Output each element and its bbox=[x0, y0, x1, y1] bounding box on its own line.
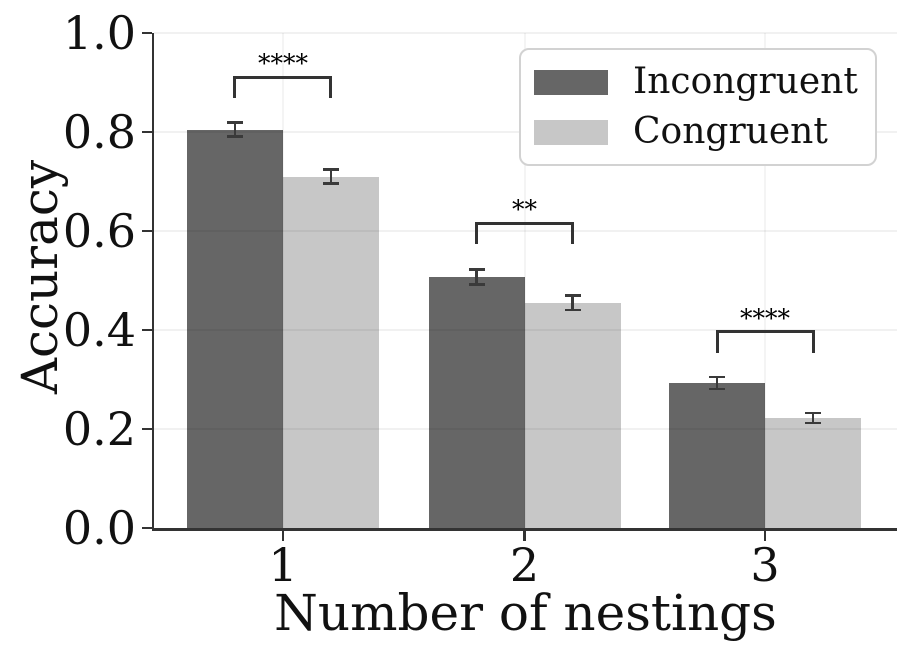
significance-bracket bbox=[475, 221, 575, 225]
error-bar bbox=[811, 413, 815, 424]
significance-bracket bbox=[233, 75, 333, 79]
legend-label-incongruent: Incongruent bbox=[633, 61, 858, 102]
y-axis-label: Accuracy bbox=[11, 159, 69, 395]
legend-item-congruent: Congruent bbox=[521, 114, 875, 150]
error-bar-cap bbox=[226, 121, 243, 124]
legend-item-incongruent: Incongruent bbox=[521, 64, 875, 100]
gridline-vertical bbox=[281, 33, 284, 528]
significance-bracket-arm bbox=[233, 75, 237, 99]
x-axis-label: Number of nestings bbox=[274, 584, 777, 642]
y-tick-label: 0.4 bbox=[62, 303, 136, 357]
x-tick-label: 2 bbox=[509, 538, 540, 592]
gridline-horizontal bbox=[154, 428, 897, 430]
y-tick-mark bbox=[141, 31, 152, 35]
error-bar-cap bbox=[564, 308, 581, 312]
error-bar-cap bbox=[805, 421, 822, 425]
significance-label: **** bbox=[740, 303, 791, 333]
error-bar-cap bbox=[322, 182, 339, 185]
gridline-horizontal bbox=[154, 230, 897, 232]
y-tick-mark bbox=[141, 328, 152, 332]
error-bar bbox=[475, 269, 478, 285]
bar-congruent-3 bbox=[765, 418, 862, 528]
bar-incongruent-2 bbox=[428, 277, 525, 528]
y-tick-mark bbox=[141, 427, 152, 431]
bar-incongruent-3 bbox=[669, 382, 766, 528]
significance-label: ** bbox=[512, 195, 538, 225]
significance-bracket-arm bbox=[715, 330, 719, 354]
error-bar bbox=[715, 377, 719, 389]
error-bar-cap bbox=[709, 375, 726, 379]
legend-swatch-congruent bbox=[534, 119, 608, 145]
legend: Incongruent Congruent bbox=[519, 48, 877, 166]
significance-label: **** bbox=[257, 49, 308, 79]
error-bar-cap bbox=[322, 168, 339, 171]
x-tick-label: 3 bbox=[750, 538, 780, 592]
bar-incongruent-1 bbox=[186, 129, 283, 528]
error-bar-cap bbox=[564, 294, 581, 297]
y-tick-label: 0.0 bbox=[62, 501, 136, 555]
error-bar-cap bbox=[468, 268, 485, 271]
error-bar-cap bbox=[468, 283, 485, 286]
y-tick-mark bbox=[141, 526, 152, 530]
y-tick-mark bbox=[141, 229, 152, 233]
error-bar-cap bbox=[805, 411, 822, 415]
gridline-horizontal bbox=[154, 32, 897, 34]
error-bar-cap bbox=[226, 135, 243, 138]
significance-bracket-arm bbox=[811, 330, 815, 354]
gridline-vertical bbox=[764, 33, 767, 528]
x-tick-mark bbox=[523, 531, 526, 541]
x-tick-mark bbox=[763, 531, 767, 541]
y-tick-label: 0.6 bbox=[62, 204, 136, 258]
error-bar-cap bbox=[709, 387, 726, 391]
significance-bracket-arm bbox=[329, 75, 333, 99]
y-tick-label: 0.8 bbox=[62, 105, 136, 159]
significance-bracket-arm bbox=[571, 221, 575, 245]
significance-bracket-arm bbox=[475, 221, 479, 245]
x-tick-mark bbox=[281, 531, 285, 541]
y-tick-label: 0.2 bbox=[62, 402, 136, 456]
error-bar bbox=[329, 169, 333, 184]
gridline-horizontal bbox=[154, 329, 897, 331]
legend-swatch-incongruent bbox=[534, 69, 608, 95]
x-tick-label: 1 bbox=[268, 538, 298, 592]
error-bar bbox=[571, 295, 574, 311]
bar-congruent-2 bbox=[524, 302, 621, 528]
y-tick-mark bbox=[141, 130, 152, 134]
plot-area: Number of nestings 0.0 0.2 0.4 0.6 0.8 1.0 1 2 3… bbox=[63, 10, 897, 638]
legend-label-congruent: Congruent bbox=[633, 111, 828, 152]
significance-bracket bbox=[715, 330, 815, 334]
bar-congruent-1 bbox=[282, 176, 379, 528]
error-bar bbox=[233, 122, 237, 137]
y-tick-label: 1.0 bbox=[62, 6, 136, 60]
gridline-vertical bbox=[523, 33, 526, 528]
